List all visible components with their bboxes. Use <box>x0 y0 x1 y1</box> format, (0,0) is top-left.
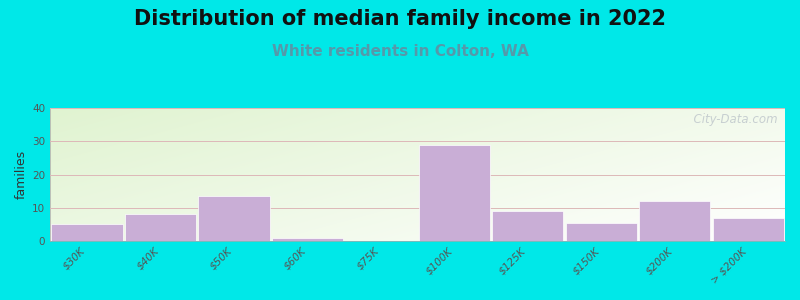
Bar <box>566 223 637 241</box>
Text: Distribution of median family income in 2022: Distribution of median family income in … <box>134 9 666 29</box>
Bar <box>418 145 490 241</box>
Bar <box>272 238 343 241</box>
Y-axis label: families: families <box>15 150 28 199</box>
Bar <box>51 224 122 241</box>
Text: White residents in Colton, WA: White residents in Colton, WA <box>271 44 529 59</box>
Text: City-Data.com: City-Data.com <box>686 113 778 126</box>
Bar <box>639 201 710 241</box>
Bar <box>125 214 196 241</box>
Bar <box>198 196 270 241</box>
Bar <box>713 218 784 241</box>
Bar <box>492 211 563 241</box>
